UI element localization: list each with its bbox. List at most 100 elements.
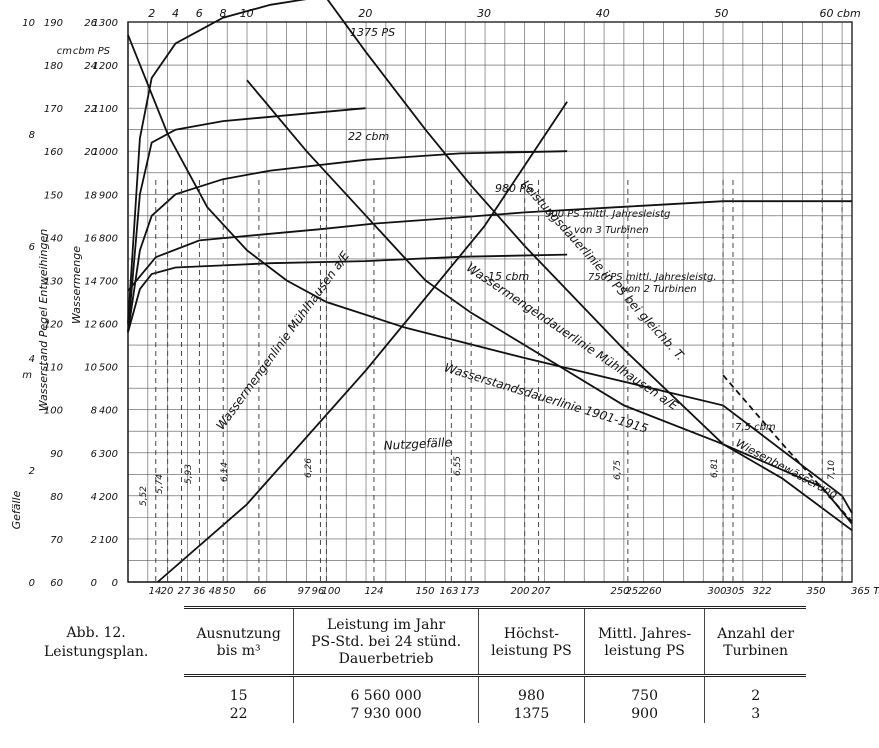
wassermenge-tick-label: 18 bbox=[84, 190, 97, 201]
bottom-tick-label: 150 bbox=[415, 586, 434, 597]
top-tick-label: 40 bbox=[596, 7, 610, 20]
series-line-nutzgefaelle bbox=[127, 200, 852, 292]
wassermenge-tick-label: 0 bbox=[91, 578, 97, 589]
leistung-tick-label: 800 bbox=[99, 233, 118, 244]
gefaelle-tick-label: 4 bbox=[29, 354, 35, 365]
chart-annotation: 1375 PS bbox=[350, 26, 395, 39]
leistung-tick-label: 300 bbox=[99, 449, 118, 460]
pegel-tick-label: 60 bbox=[50, 578, 63, 589]
wassermenge-tick-label: 22 bbox=[84, 104, 97, 115]
plot-frame bbox=[127, 21, 853, 583]
top-tick-label: 20 bbox=[358, 7, 372, 20]
pegel-tick-label: 160 bbox=[44, 147, 63, 158]
leistung-tick-label: 100 bbox=[99, 535, 118, 546]
bottom-tick-label: 350 bbox=[806, 586, 825, 597]
table-header-row: Ausnutzung bis m³ Leistung im Jahr PS-Std.… bbox=[184, 607, 806, 677]
pegel-unit: cm bbox=[57, 46, 72, 57]
header-anzahl-turbinen: Anzahl der Turbinen bbox=[704, 607, 806, 677]
bottom-tick-label: 207 bbox=[531, 586, 551, 597]
leistung-tick-label: 0 bbox=[112, 578, 118, 589]
leistung-tick-label: 1000 bbox=[93, 147, 118, 158]
pegel-tick-label: 190 bbox=[44, 18, 63, 29]
gefaelle-axis-title: Gefälle bbox=[10, 490, 23, 529]
bottom-tick-label: 96 bbox=[312, 586, 325, 597]
pegel-tick-label: 110 bbox=[44, 363, 63, 374]
pegel-tick-label: 120 bbox=[44, 320, 63, 331]
gefaelle-marker-label: 5,52 bbox=[139, 486, 149, 506]
chart-annotation: 750 PS mittl. Jahresleistg. bbox=[588, 272, 717, 283]
table-cell: 980 bbox=[478, 675, 585, 705]
pegel-tick-label: 90 bbox=[50, 449, 63, 460]
wassermenge-tick-label: 10 bbox=[84, 363, 97, 374]
pegel-tick-label: 170 bbox=[44, 104, 63, 115]
gefaelle-tick-label: 6 bbox=[29, 242, 35, 253]
chart-annotation: Nutzgefälle bbox=[383, 435, 452, 453]
table-cell: 750 bbox=[584, 675, 706, 705]
bottom-tick-label: 305 bbox=[725, 586, 744, 597]
leistung-tick-label: 1200 bbox=[93, 61, 118, 72]
caption-figure-number: Abb. 12. bbox=[66, 625, 126, 641]
wassermenge-tick-label: 26 bbox=[84, 18, 97, 29]
leistung-tick-label: 500 bbox=[99, 363, 118, 374]
header-mittl-jahresleistung: Mittl. Jahres-leistung PS bbox=[584, 607, 706, 677]
chart-annotation: 15 cbm bbox=[488, 270, 529, 283]
gefaelle-marker-label: 6,55 bbox=[453, 456, 463, 476]
caption-title: Leistungsplan. bbox=[44, 644, 149, 660]
leistung-unit: cbm PS bbox=[73, 46, 111, 57]
top-tick-label: 6 bbox=[196, 7, 203, 20]
bottom-tick-label: 48 bbox=[209, 586, 222, 597]
pegel-tick-label: 100 bbox=[44, 406, 63, 417]
top-tick-label: 8 bbox=[219, 7, 226, 20]
table-cell: 900 bbox=[584, 705, 706, 723]
series-line-wiesenbewaesserung bbox=[722, 374, 853, 523]
table-cell: 3 bbox=[751, 706, 761, 722]
wassermenge-tick-label: 16 bbox=[84, 233, 97, 244]
series-line-wassermengendauerlinie bbox=[246, 79, 853, 525]
top-tick-label: 60 cbm bbox=[820, 7, 861, 20]
top-tick-label: 2 bbox=[148, 7, 155, 20]
table-cell: 7 930 000 bbox=[293, 705, 479, 723]
bottom-tick-label: 250 bbox=[610, 586, 629, 597]
bottom-tick-label: 252 bbox=[625, 586, 644, 597]
figure-caption: Abb. 12. Leistungsplan. bbox=[44, 624, 148, 662]
table-cell: 6 560 000 bbox=[293, 675, 479, 705]
wassermenge-tick-label: 24 bbox=[84, 61, 97, 72]
bottom-tick-label: 260 bbox=[642, 586, 661, 597]
wassermenge-tick-label: 4 bbox=[91, 492, 97, 503]
gefaelle-marker-label: 6,81 bbox=[710, 458, 720, 478]
chart-annotation: 22 cbm bbox=[348, 130, 389, 143]
wassermenge-tick-label: 8 bbox=[91, 406, 97, 417]
bottom-tick-label: 200 bbox=[510, 586, 529, 597]
table-cell: 2 bbox=[751, 688, 761, 704]
chart-annotation: Wassermengenlinie Mühlhausen a/E bbox=[213, 248, 352, 432]
bottom-tick-label: 50 bbox=[223, 586, 236, 597]
wassermenge-tick-label: 14 bbox=[84, 276, 97, 287]
wassermenge-axis-title: Wassermenge bbox=[70, 246, 83, 324]
table-cell: 15 bbox=[184, 675, 295, 705]
chart-annotation: Wiesenbewässerung bbox=[734, 437, 840, 502]
bottom-tick-label: 20 bbox=[161, 586, 174, 597]
bottom-tick-label: 365 Tage bbox=[851, 586, 879, 597]
leistung-tick-label: 1300 bbox=[93, 18, 118, 29]
leistung-tick-label: 400 bbox=[99, 406, 118, 417]
chart-annotation: von 3 Turbinen bbox=[574, 225, 649, 236]
series-line-leistung-22cbm bbox=[127, 107, 366, 333]
bottom-tick-label: 97 bbox=[298, 586, 311, 597]
summary-table: Ausnutzung bis m³ Leistung im Jahr PS-Std.… bbox=[184, 606, 806, 723]
bottom-tick-label: 322 bbox=[752, 586, 771, 597]
header-hoechstleistung: Höchst-leistung PS bbox=[478, 607, 585, 677]
table-cell: 22 bbox=[184, 705, 295, 723]
table-row: 22 7 930 000 1375 900 3 bbox=[184, 705, 806, 723]
pegel-tick-label: 70 bbox=[50, 535, 63, 546]
bottom-tick-label: 14 bbox=[149, 586, 162, 597]
gefaelle-tick-label: 10 bbox=[22, 18, 35, 29]
bottom-tick-label: 163 bbox=[439, 586, 458, 597]
gefaelle-tick-label: 0 bbox=[29, 578, 35, 589]
top-tick-label: 30 bbox=[477, 7, 491, 20]
gefaelle-marker-label: 5,74 bbox=[155, 474, 165, 494]
pegel-tick-label: 180 bbox=[44, 61, 63, 72]
gefaelle-unit: m bbox=[22, 370, 32, 381]
wassermenge-tick-label: 6 bbox=[91, 449, 97, 460]
bottom-tick-label: 124 bbox=[364, 586, 383, 597]
chart-annotation: 900 PS mittl. Jahresleistg bbox=[545, 209, 670, 220]
